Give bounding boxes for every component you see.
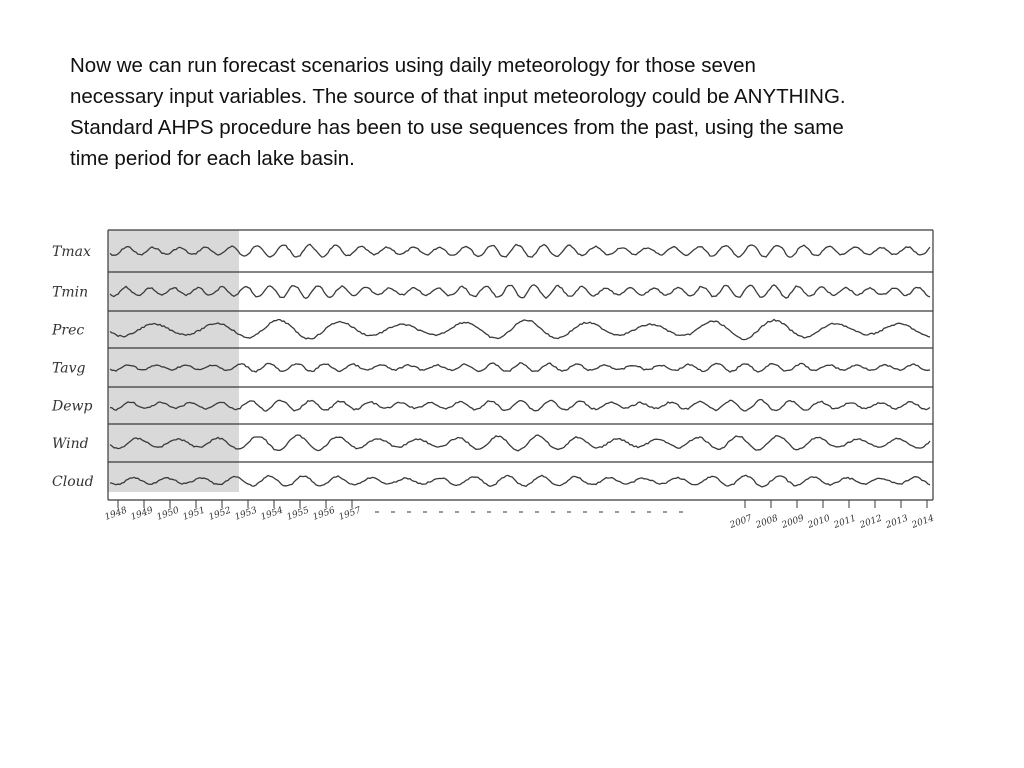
year-label: 1957 — [338, 505, 363, 522]
variable-traces — [109, 243, 931, 488]
year-label: 1948 — [104, 505, 129, 522]
text-line-2: necessary input variables. The source of… — [70, 85, 846, 108]
label-cloud: Cloud — [52, 474, 94, 490]
trace-tmax — [109, 243, 931, 258]
year-label: 1950 — [156, 505, 181, 522]
year-label: 2013 — [884, 513, 910, 531]
label-tavg: Tavg — [52, 361, 86, 377]
text-line-3: Standard AHPS procedure has been to use … — [70, 116, 844, 139]
trace-tmin — [109, 284, 931, 300]
year-ticks: 1948 1949 1950 1951 1952 1953 1954 1955 1956 1957… — [104, 500, 936, 531]
highlighted-period — [108, 230, 239, 492]
year-label: 2010 — [806, 513, 832, 531]
year-label: 1956 — [312, 505, 337, 522]
variable-labels: Tmax Tmin Prec Tavg Dewp Wind Cloud — [51, 244, 94, 490]
trace-prec — [109, 318, 931, 341]
year-label: 2011 — [832, 514, 858, 532]
year-label: 2009 — [780, 513, 806, 531]
label-wind: Wind — [52, 436, 89, 452]
trace-cloud — [109, 474, 931, 488]
text-line-4: time period for each lake basin. — [70, 147, 355, 170]
year-label: 2007 — [728, 513, 754, 531]
year-label: 1955 — [286, 505, 311, 522]
label-tmin: Tmin — [52, 285, 88, 301]
slide-text-block: Now we can run forecast scenarios using … — [70, 50, 975, 174]
year-label: 2008 — [754, 513, 780, 531]
trace-wind — [109, 434, 931, 452]
chart-frame — [107, 229, 934, 501]
label-tmax: Tmax — [52, 244, 91, 260]
year-label: 1954 — [260, 505, 285, 522]
label-dewp: Dewp — [51, 399, 92, 415]
year-label: 2012 — [858, 513, 884, 531]
year-label: 1949 — [130, 505, 155, 522]
trace-dewp — [109, 398, 931, 412]
text-line-1: Now we can run forecast scenarios using … — [70, 54, 756, 77]
year-label: 2014 — [910, 513, 936, 531]
year-label: 1951 — [182, 506, 207, 523]
trace-tavg — [109, 361, 931, 373]
year-label: 1953 — [234, 505, 259, 522]
year-label: 1952 — [208, 505, 233, 522]
label-prec: Prec — [51, 323, 84, 339]
